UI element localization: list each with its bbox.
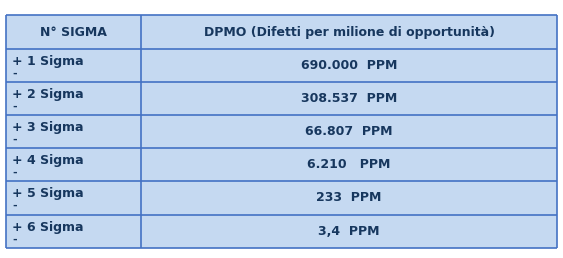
Bar: [6, 82, 141, 115]
Text: 3,4  PPM: 3,4 PPM: [318, 225, 380, 238]
Bar: [141, 49, 557, 82]
Text: -: -: [12, 102, 17, 112]
Bar: [6, 15, 141, 49]
Text: -: -: [12, 168, 17, 178]
Bar: [6, 49, 141, 82]
Bar: [6, 214, 141, 248]
Text: N° SIGMA: N° SIGMA: [40, 26, 106, 38]
Text: 66.807  PPM: 66.807 PPM: [305, 125, 393, 138]
Text: -: -: [12, 69, 17, 78]
Text: + 1 Sigma: + 1 Sigma: [12, 55, 84, 68]
Text: + 5 Sigma: + 5 Sigma: [12, 188, 84, 200]
Text: -: -: [12, 135, 17, 145]
Text: + 2 Sigma: + 2 Sigma: [12, 88, 84, 101]
Bar: [141, 82, 557, 115]
Bar: [6, 115, 141, 148]
Text: -: -: [12, 201, 17, 211]
Text: 690.000  PPM: 690.000 PPM: [301, 59, 397, 72]
Text: -: -: [12, 234, 17, 244]
Text: 308.537  PPM: 308.537 PPM: [301, 92, 397, 105]
Bar: [141, 115, 557, 148]
Text: 6.210   PPM: 6.210 PPM: [307, 158, 391, 171]
Bar: [6, 148, 141, 181]
Text: + 3 Sigma: + 3 Sigma: [12, 121, 84, 134]
Bar: [141, 181, 557, 214]
Bar: [141, 148, 557, 181]
Bar: [6, 181, 141, 214]
Text: + 6 Sigma: + 6 Sigma: [12, 221, 84, 233]
Text: 233  PPM: 233 PPM: [316, 191, 382, 204]
Bar: [141, 15, 557, 49]
Text: + 4 Sigma: + 4 Sigma: [12, 154, 84, 167]
Bar: [141, 214, 557, 248]
Text: DPMO (Difetti per milione di opportunità): DPMO (Difetti per milione di opportunità…: [204, 26, 494, 38]
